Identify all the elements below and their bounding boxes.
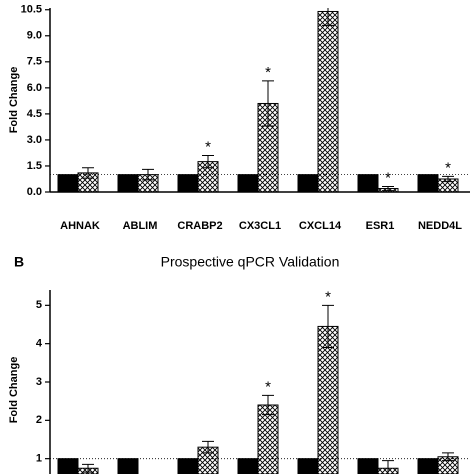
error-bar (382, 460, 394, 474)
plot-area (57, 8, 459, 192)
bar (177, 174, 199, 192)
bar (357, 174, 379, 192)
error-bar (322, 304, 334, 348)
chart-title: Prospective qPCR Validation (161, 254, 340, 270)
error-bar (202, 440, 214, 454)
y-tick-label: 7.5 (27, 56, 42, 68)
significance-marker: * (265, 378, 271, 395)
bar (357, 458, 379, 474)
error-bar (202, 155, 214, 169)
error-bar (442, 175, 454, 183)
x-tick-label: CRABP2 (177, 220, 222, 232)
y-tick-label: 0.0 (27, 186, 42, 198)
bar (297, 174, 319, 192)
bar (317, 10, 339, 192)
bar (317, 325, 339, 474)
y-tick-label: 1 (36, 453, 42, 465)
error-bar (382, 185, 394, 192)
x-tick-label: ESR1 (366, 220, 395, 232)
bar (177, 458, 199, 474)
bar (237, 174, 259, 192)
bar (237, 458, 259, 474)
significance-marker: * (385, 169, 391, 186)
y-tick-label: 5 (36, 299, 42, 311)
y-tick-label: 1.5 (27, 160, 42, 172)
x-tick-label: AHNAK (60, 220, 100, 232)
y-tick-label: 4.5 (27, 108, 42, 120)
bar (117, 174, 139, 192)
y-axis-label: Fold Change (8, 67, 20, 134)
panel-label: B (14, 254, 24, 270)
bar (57, 174, 79, 192)
y-tick-label: 3 (36, 376, 42, 388)
error-bar (142, 168, 154, 181)
error-bar (322, 8, 334, 26)
bar (417, 174, 439, 192)
significance-marker: * (445, 159, 451, 176)
error-bar (82, 167, 94, 179)
x-tick-label: CX3CL1 (239, 220, 281, 232)
y-tick-label: 3.0 (27, 134, 42, 146)
x-tick-label: NEDD4L (418, 220, 462, 232)
error-bar (262, 80, 274, 127)
plot-area (57, 304, 459, 474)
y-tick-label: 6.0 (27, 82, 42, 94)
error-bar (82, 463, 94, 473)
bar (117, 458, 139, 474)
y-axis-label: Fold Change (8, 357, 20, 424)
x-tick-label: ABLIM (123, 220, 158, 232)
error-bar (442, 452, 454, 462)
significance-marker: * (205, 139, 211, 156)
bar (297, 458, 319, 474)
y-tick-label: 9.0 (27, 30, 42, 42)
y-tick-label: 10.5 (21, 4, 42, 16)
error-bar (262, 394, 274, 416)
bar (57, 458, 79, 474)
bar (257, 404, 279, 474)
significance-marker: * (325, 288, 331, 305)
y-tick-label: 2 (36, 414, 42, 426)
x-tick-label: CXCL14 (299, 220, 342, 232)
bar (417, 458, 439, 474)
significance-marker: * (265, 64, 271, 81)
y-tick-label: 4 (36, 338, 43, 350)
